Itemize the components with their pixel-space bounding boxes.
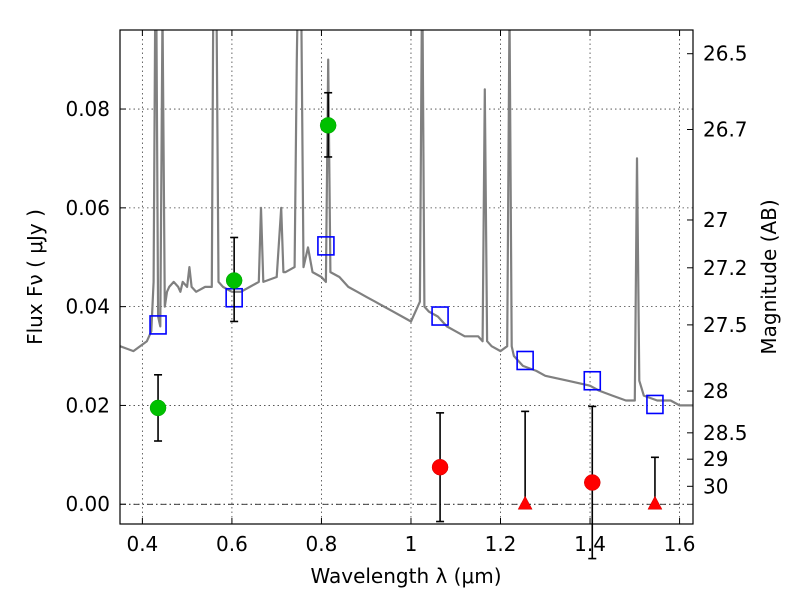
x-tick-label: 0.4 (126, 532, 158, 556)
model-point (583, 370, 602, 391)
low-flux-point (431, 458, 449, 476)
spectrum-line (120, 30, 693, 407)
model-point (646, 394, 664, 415)
model-point (149, 315, 167, 335)
right-tick-label: 28 (703, 379, 728, 403)
x-tick-label: 0.8 (306, 532, 338, 556)
y-tick-label: 0.00 (65, 492, 110, 516)
x-tick-label: 1.6 (664, 532, 696, 556)
y-axis-right-label: Magnitude (AB) (757, 199, 781, 354)
x-tick-label: 1 (405, 532, 418, 556)
model-point (431, 306, 449, 326)
spectrum-series (120, 30, 693, 407)
y-axis-label: Flux Fν ( μJy ) (23, 209, 47, 345)
photometry-points (149, 117, 663, 510)
detection-point (225, 272, 243, 289)
x-tick-label: 0.6 (216, 532, 248, 556)
right-tick-label: 27 (703, 208, 728, 232)
y-axis-left: 0.00 0.02 0.04 0.06 0.08 (65, 97, 126, 516)
x-axis: 0.4 0.6 0.8 1 1.2 1.4 1.6 (126, 30, 695, 556)
detection-point (319, 117, 337, 134)
right-tick-label: 30 (703, 474, 728, 498)
upper-limit-point (647, 495, 663, 510)
y-tick-label: 0.02 (65, 393, 110, 417)
model-point (516, 350, 534, 371)
x-tick-label: 1.4 (574, 532, 606, 556)
right-tick-label: 27.2 (703, 256, 748, 280)
right-tick-label: 29 (703, 447, 728, 471)
y-tick-label: 0.04 (65, 295, 110, 319)
plot-frame (119, 29, 694, 525)
right-tick-label: 27.5 (703, 313, 748, 337)
y-tick-label: 0.08 (65, 97, 110, 121)
right-tick-label: 26.5 (703, 42, 748, 66)
model-point (317, 236, 335, 256)
right-tick-label: 26.7 (703, 118, 748, 142)
upper-limit-point (517, 495, 533, 510)
low-flux-point (584, 474, 601, 491)
x-axis-label: Wavelength λ (μm) (310, 564, 501, 588)
y-tick-label: 0.06 (65, 196, 110, 220)
x-tick-label: 1.2 (485, 532, 517, 556)
right-tick-label: 28.5 (703, 421, 748, 445)
y-axis-right: 26.5 26.7 27 27.2 27.5 28 28.529 30 (687, 42, 748, 498)
detection-point (149, 399, 167, 417)
